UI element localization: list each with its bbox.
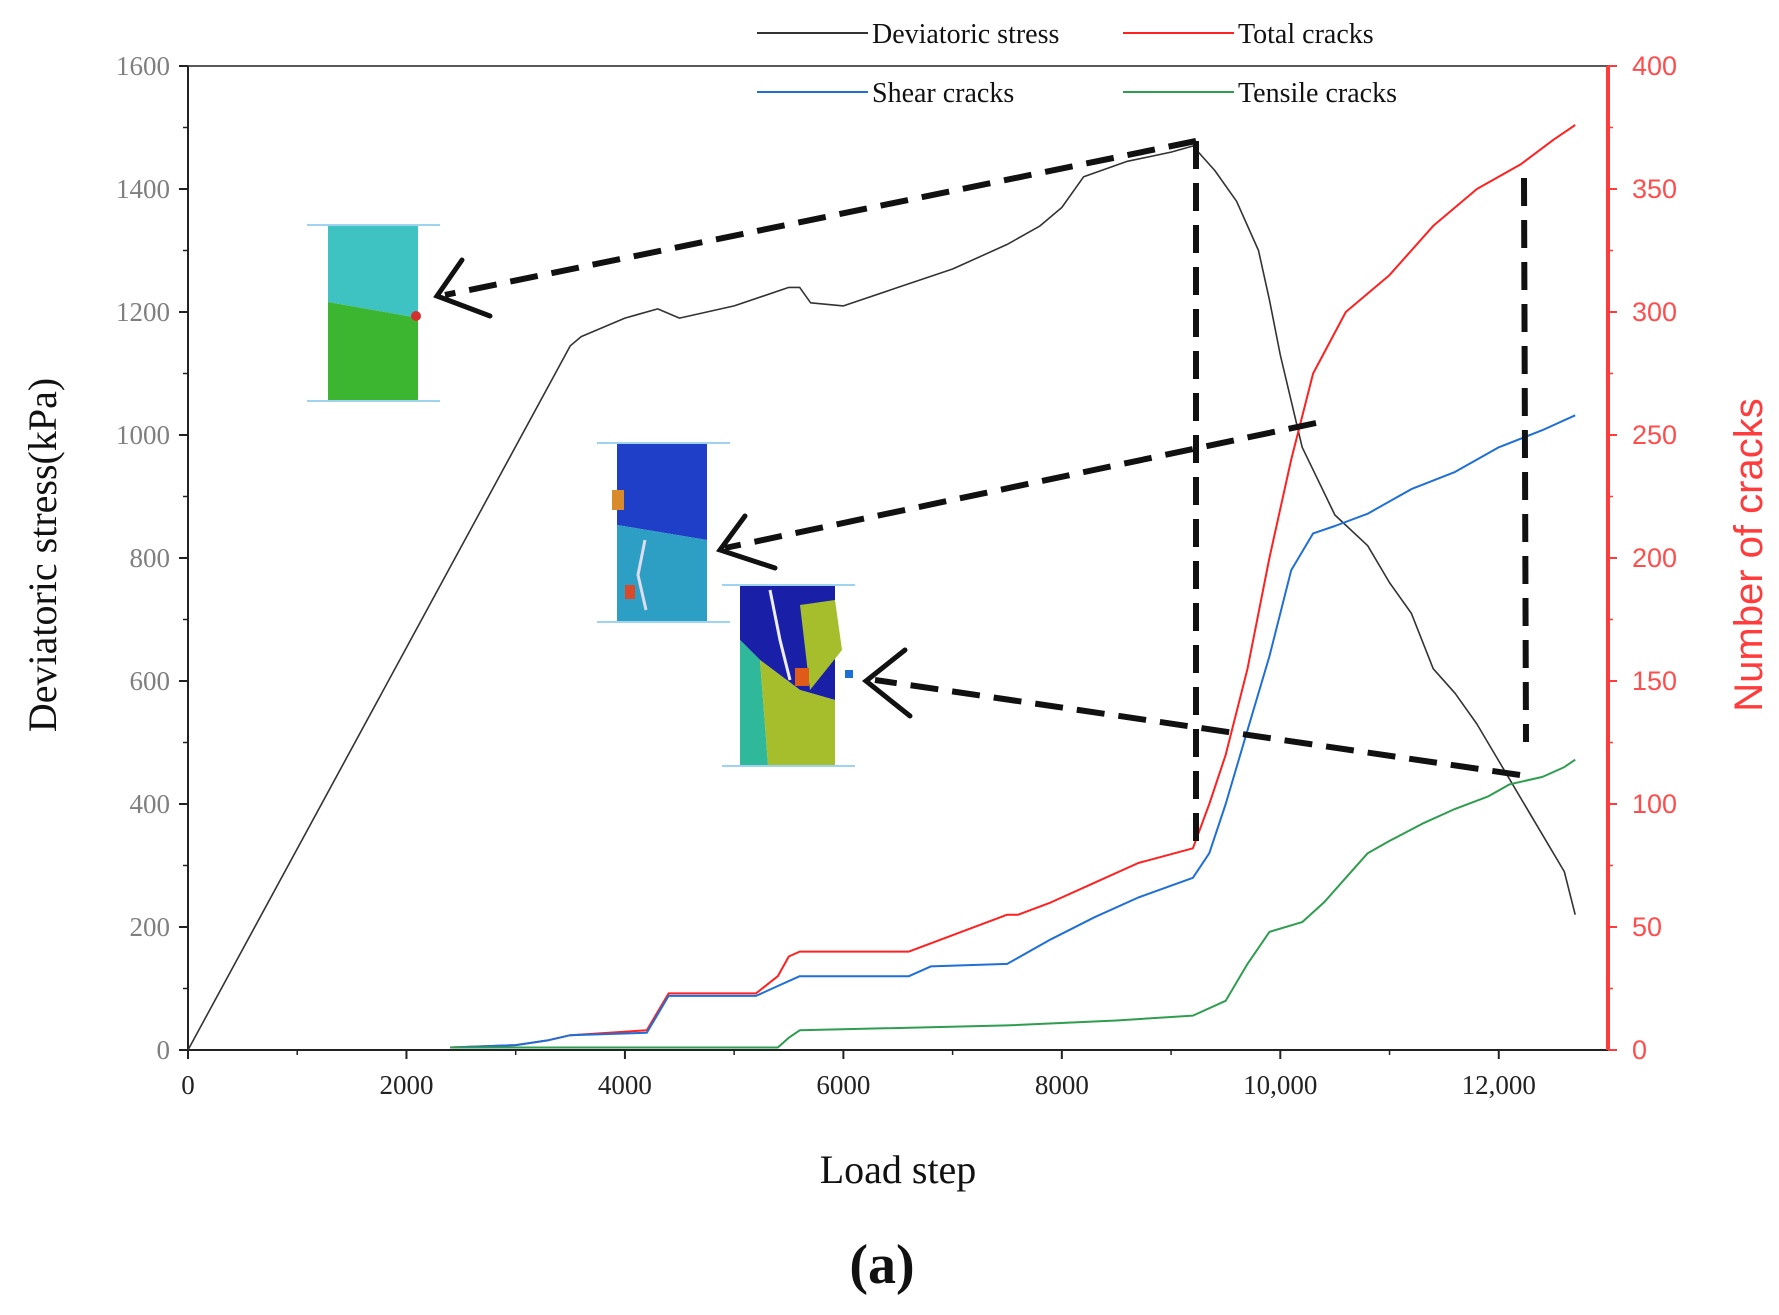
x-axis-title: Load step: [820, 1147, 977, 1192]
x-tick-label: 6000: [816, 1070, 870, 1100]
y-right-tick-label: 300: [1632, 297, 1677, 327]
arrowhead-2: [715, 513, 778, 571]
y-left-tick-label: 200: [130, 912, 171, 942]
series-line-shear-cracks: [450, 414, 1576, 1049]
y-left-tick-label: 400: [130, 789, 171, 819]
series-line-deviatoric-stress: [187, 145, 1576, 1051]
figure-caption: (a): [849, 1234, 914, 1296]
legend: Deviatoric stress Total cracks Shear cra…: [757, 19, 1397, 109]
y-left-tick-label: 1400: [116, 174, 170, 204]
x-tick-label: 4000: [598, 1070, 652, 1100]
y-right-tick-label: 150: [1632, 666, 1677, 696]
x-tick-label: 8000: [1035, 1070, 1089, 1100]
y-right-tick-label: 250: [1632, 420, 1677, 450]
axis-ticks: 0 2000 4000 6000 8000 10,000 12,00002004006008…: [116, 51, 1677, 1100]
legend-label-total-cracks: Total cracks: [1238, 19, 1374, 50]
y-right-tick-label: 400: [1632, 51, 1677, 81]
x-tick-label: 12,000: [1462, 1070, 1536, 1100]
data-series: [187, 124, 1576, 1051]
y-right-tick-label: 350: [1632, 174, 1677, 204]
specimen-inset-1: [307, 224, 440, 402]
late-dashed-arrow: [874, 677, 1521, 778]
y-left-tick-label: 1600: [116, 51, 170, 81]
y-left-tick-label: 1000: [116, 420, 170, 450]
specimen-inset-2: [597, 442, 730, 623]
x-tick-label: 2000: [379, 1070, 433, 1100]
annotation-connectors: [444, 138, 1529, 845]
y-left-tick-label: 1200: [116, 297, 170, 327]
series-line-total-cracks: [450, 124, 1576, 1049]
y-right-tick-label: 50: [1632, 912, 1662, 942]
y-right-tick-label: 0: [1632, 1035, 1647, 1065]
y-left-tick-label: 0: [157, 1035, 171, 1065]
y-left-tick-label: 800: [130, 543, 171, 573]
late-dashed-vertical: [1521, 177, 1529, 743]
x-tick-label: 0: [181, 1070, 195, 1100]
legend-label-deviatoric-stress: Deviatoric stress: [872, 19, 1059, 50]
mid-dashed-arrow: [724, 420, 1317, 551]
legend-label-shear-cracks: Shear cracks: [872, 78, 1014, 109]
y-axis-left-title: Deviatoric stress(kPa): [20, 378, 65, 732]
legend-label-tensile-cracks: Tensile cracks: [1238, 78, 1397, 109]
y-right-tick-label: 200: [1632, 543, 1677, 573]
arrowheads: [433, 257, 913, 719]
plot-frame: [187, 65, 1609, 1051]
y-right-tick-label: 100: [1632, 789, 1677, 819]
x-tick-label: 10,000: [1243, 1070, 1317, 1100]
y-axis-right-title: Number of cracks: [1727, 398, 1771, 711]
arrowhead-3: [861, 647, 913, 719]
series-line-tensile-cracks: [450, 758, 1576, 1049]
y-left-tick-label: 600: [130, 666, 171, 696]
arrowhead-1: [433, 257, 493, 319]
peak-dashed-arrow: [444, 138, 1197, 298]
specimen-inset-3: [722, 584, 855, 767]
